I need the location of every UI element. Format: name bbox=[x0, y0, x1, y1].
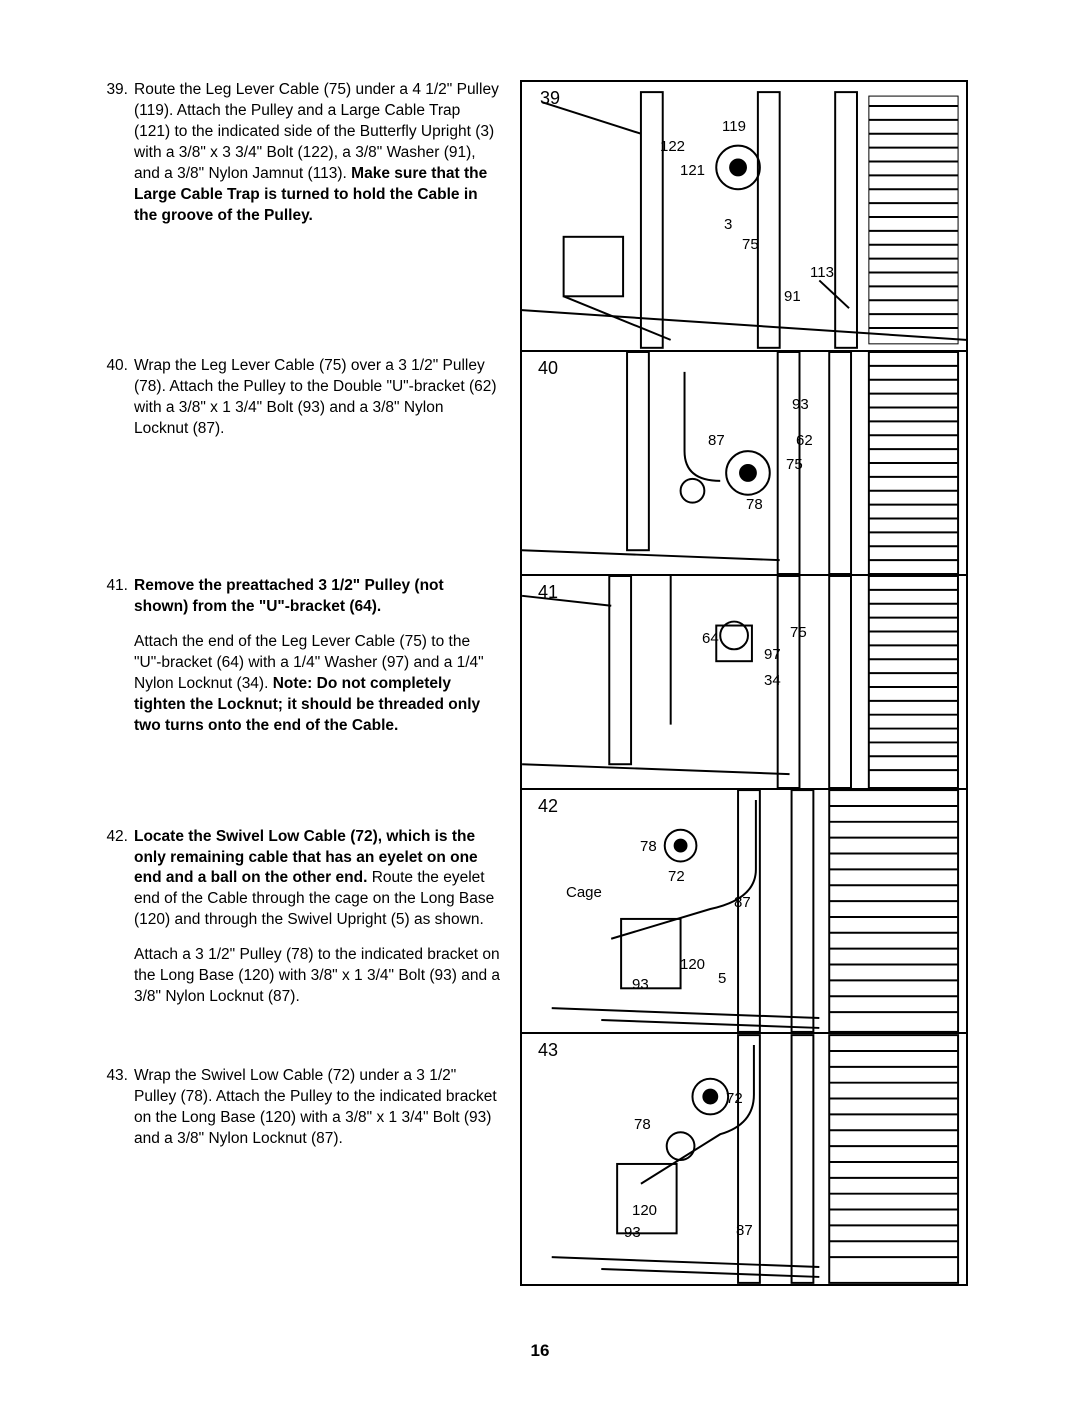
step-39: 39. Route the Leg Lever Cable (75) under… bbox=[100, 80, 500, 240]
figure-panel-41: 41 75 64 97 34 bbox=[522, 576, 966, 790]
assembly-diagram bbox=[522, 352, 966, 574]
step-40: 40. Wrap the Leg Lever Cable (75) over a… bbox=[100, 356, 500, 454]
figure-panel-39: 39 119 122 121 3 75 113 91 bbox=[522, 82, 966, 352]
callout-label: 120 bbox=[680, 956, 705, 973]
step-body: Wrap the Swivel Low Cable (72) under a 3… bbox=[134, 1066, 500, 1164]
callout-label: 78 bbox=[746, 496, 763, 513]
callout-label: 87 bbox=[736, 1222, 753, 1239]
assembly-diagram bbox=[522, 790, 966, 1032]
step-41: 41. Remove the preattached 3 1/2" Pulley… bbox=[100, 576, 500, 750]
panel-label: 42 bbox=[538, 796, 558, 817]
callout-label: 121 bbox=[680, 162, 705, 179]
callout-label: 5 bbox=[718, 970, 726, 987]
assembly-diagram bbox=[522, 1034, 966, 1284]
spacer bbox=[100, 256, 500, 356]
callout-label: 78 bbox=[640, 838, 657, 855]
panel-label: 41 bbox=[538, 582, 558, 603]
callout-label: 62 bbox=[796, 432, 813, 449]
callout-label: 78 bbox=[634, 1116, 651, 1133]
step-number: 39. bbox=[100, 80, 128, 240]
figure-panel-42: 42 78 72 Cage 87 120 93 5 bbox=[522, 790, 966, 1034]
page-number: 16 bbox=[0, 1341, 1080, 1361]
callout-label: 91 bbox=[784, 288, 801, 305]
step-number: 41. bbox=[100, 576, 128, 750]
callout-label: 97 bbox=[764, 646, 781, 663]
instruction-column: 39. Route the Leg Lever Cable (75) under… bbox=[100, 80, 500, 1286]
callout-label: 119 bbox=[722, 118, 746, 135]
callout-label: 122 bbox=[660, 138, 685, 155]
assembly-diagram bbox=[522, 576, 966, 788]
callout-label: 3 bbox=[724, 216, 732, 233]
figure-panel-43: 43 72 78 120 93 87 bbox=[522, 1034, 966, 1284]
panel-label: 40 bbox=[538, 358, 558, 379]
step-43: 43. Wrap the Swivel Low Cable (72) under… bbox=[100, 1066, 500, 1164]
callout-label: 93 bbox=[632, 976, 649, 993]
callout-label: 120 bbox=[632, 1202, 657, 1219]
callout-label: 93 bbox=[792, 396, 809, 413]
callout-label: 34 bbox=[764, 672, 781, 689]
panel-label: 39 bbox=[540, 88, 560, 109]
step-paragraph: Wrap the Swivel Low Cable (72) under a 3… bbox=[134, 1066, 500, 1150]
callout-label: Cage bbox=[566, 884, 602, 901]
step-paragraph: Wrap the Leg Lever Cable (75) over a 3 1… bbox=[134, 356, 500, 440]
spacer bbox=[100, 470, 500, 576]
callout-label: 72 bbox=[726, 1090, 743, 1107]
figure-column: 39 119 122 121 3 75 113 91 bbox=[520, 80, 980, 1286]
callout-label: 75 bbox=[786, 456, 803, 473]
spacer bbox=[100, 1038, 500, 1066]
callout-label: 72 bbox=[668, 868, 685, 885]
spacer bbox=[100, 767, 500, 827]
step-paragraph: Locate the Swivel Low Cable (72), which … bbox=[134, 827, 500, 932]
step-paragraph: Attach the end of the Leg Lever Cable (7… bbox=[134, 632, 500, 737]
callout-label: 113 bbox=[810, 264, 834, 281]
callout-label: 93 bbox=[624, 1224, 641, 1241]
callout-label: 87 bbox=[708, 432, 725, 449]
step-body: Route the Leg Lever Cable (75) under a 4… bbox=[134, 80, 500, 240]
callout-label: 75 bbox=[742, 236, 759, 253]
figure-stack: 39 119 122 121 3 75 113 91 bbox=[520, 80, 968, 1286]
step-42: 42. Locate the Swivel Low Cable (72), wh… bbox=[100, 827, 500, 1022]
step-paragraph: Attach a 3 1/2" Pulley (78) to the indic… bbox=[134, 945, 500, 1008]
step-body: Remove the preattached 3 1/2" Pulley (no… bbox=[134, 576, 500, 750]
step-number: 40. bbox=[100, 356, 128, 454]
callout-label: 75 bbox=[790, 624, 807, 641]
callout-label: 64 bbox=[702, 630, 719, 647]
step-number: 43. bbox=[100, 1066, 128, 1164]
step-paragraph: Remove the preattached 3 1/2" Pulley (no… bbox=[134, 576, 500, 618]
panel-label: 43 bbox=[538, 1040, 558, 1061]
step-body: Locate the Swivel Low Cable (72), which … bbox=[134, 827, 500, 1022]
figure-panel-40: 40 93 87 62 75 78 bbox=[522, 352, 966, 576]
step-body: Wrap the Leg Lever Cable (75) over a 3 1… bbox=[134, 356, 500, 454]
step-paragraph: Route the Leg Lever Cable (75) under a 4… bbox=[134, 80, 500, 226]
callout-label: 87 bbox=[734, 894, 751, 911]
step-number: 42. bbox=[100, 827, 128, 1022]
